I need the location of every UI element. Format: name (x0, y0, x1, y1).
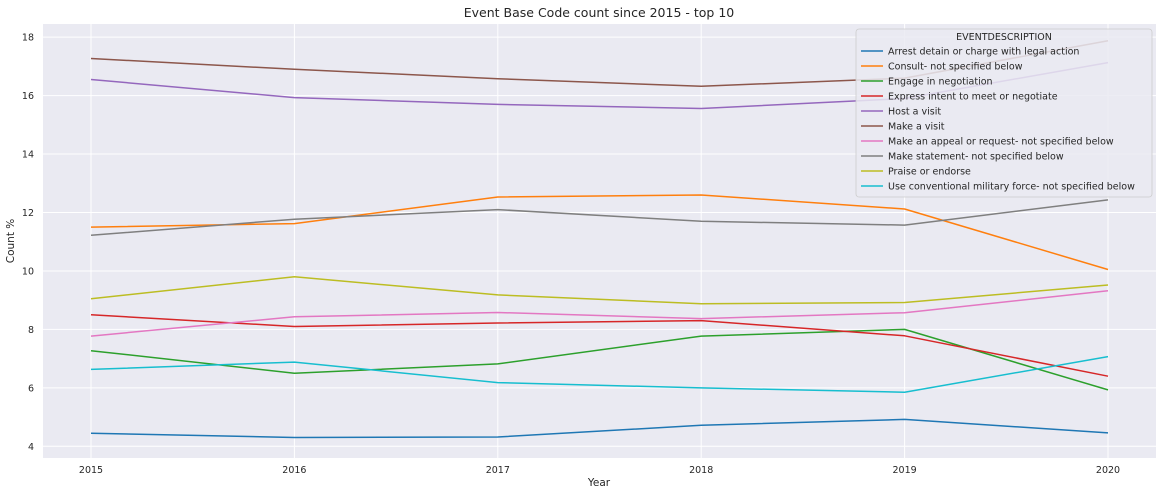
x-tick-label: 2016 (282, 465, 306, 476)
legend-label: Arrest detain or charge with legal actio… (888, 47, 1079, 58)
series-line-9 (90, 355, 1109, 393)
y-tick-labels: 4 6 8 10 12 14 16 18 (22, 33, 34, 453)
x-tick-label: 2015 (79, 465, 103, 476)
legend-label: Consult- not specified below (888, 62, 1023, 73)
series-line-2 (90, 328, 1109, 391)
x-tick-label: 2020 (1096, 465, 1120, 476)
series-line-1 (90, 194, 1109, 271)
x-tick-label: 2019 (893, 465, 917, 476)
legend: EVENTDESCRIPTION Arrest detain or charge… (855, 28, 1153, 198)
y-tick-label: 6 (28, 383, 34, 394)
x-tick-labels: 2015 2016 2017 2018 2019 2020 (79, 465, 1120, 476)
y-tick-label: 18 (22, 33, 34, 44)
legend-label: Praise or endorse (888, 167, 971, 178)
y-tick-label: 10 (22, 266, 34, 277)
x-tick-label: 2017 (486, 465, 510, 476)
series-line-7 (90, 199, 1109, 237)
legend-label: Use conventional military force- not spe… (888, 182, 1135, 193)
legend-label: Make a visit (888, 122, 945, 133)
y-tick-label: 4 (28, 442, 34, 453)
x-tick-label: 2018 (689, 465, 713, 476)
y-tick-label: 12 (22, 208, 34, 219)
legend-label: Host a visit (888, 107, 941, 118)
legend-label: Make an appeal or request- not specified… (888, 137, 1114, 148)
chart-title: Event Base Code count since 2015 - top 1… (464, 5, 735, 20)
series-line-0 (90, 418, 1109, 439)
series-line-3 (90, 314, 1109, 377)
series-line-6 (90, 290, 1109, 337)
x-axis-label: Year (587, 477, 611, 489)
legend-title: EVENTDESCRIPTION (956, 32, 1052, 43)
legend-box (855, 28, 1153, 198)
y-tick-label: 16 (22, 91, 34, 102)
grid-lines (43, 24, 1156, 458)
y-axis-label: Count % (5, 219, 17, 264)
legend-label: Engage in negotiation (888, 77, 993, 88)
legend-label: Make statement- not specified below (888, 152, 1064, 163)
legend-label: Express intent to meet or negotiate (888, 92, 1058, 103)
legend-entries: Arrest detain or charge with legal actio… (861, 47, 1135, 193)
y-tick-label: 14 (22, 150, 34, 161)
y-tick-label: 8 (28, 325, 34, 336)
series-line-8 (90, 276, 1109, 305)
